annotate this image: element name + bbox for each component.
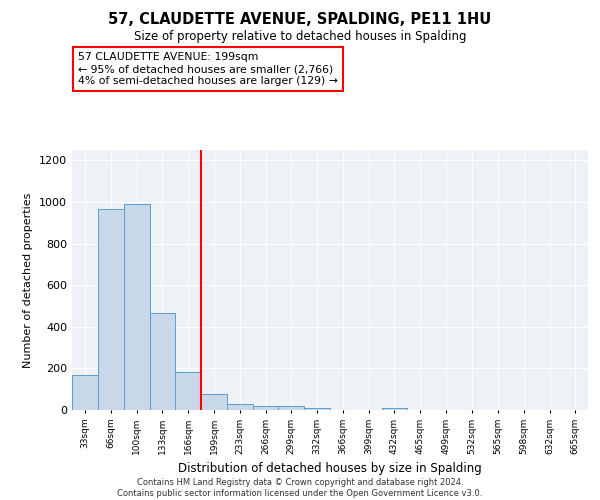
Text: 57 CLAUDETTE AVENUE: 199sqm
← 95% of detached houses are smaller (2,766)
4% of s: 57 CLAUDETTE AVENUE: 199sqm ← 95% of det… (78, 52, 338, 86)
X-axis label: Distribution of detached houses by size in Spalding: Distribution of detached houses by size … (178, 462, 482, 475)
Bar (149, 314, 175, 410)
Bar (253, 406, 278, 410)
Text: Size of property relative to detached houses in Spalding: Size of property relative to detached ho… (134, 30, 466, 43)
Bar (278, 406, 304, 410)
Bar (382, 408, 407, 410)
Bar (124, 204, 149, 410)
Bar (175, 372, 201, 410)
Bar (98, 208, 124, 410)
Bar (201, 394, 227, 410)
Bar (304, 408, 331, 410)
Y-axis label: Number of detached properties: Number of detached properties (23, 192, 34, 368)
Bar (227, 404, 253, 410)
Text: Contains HM Land Registry data © Crown copyright and database right 2024.
Contai: Contains HM Land Registry data © Crown c… (118, 478, 482, 498)
Bar (72, 374, 98, 410)
Text: 57, CLAUDETTE AVENUE, SPALDING, PE11 1HU: 57, CLAUDETTE AVENUE, SPALDING, PE11 1HU (109, 12, 491, 28)
